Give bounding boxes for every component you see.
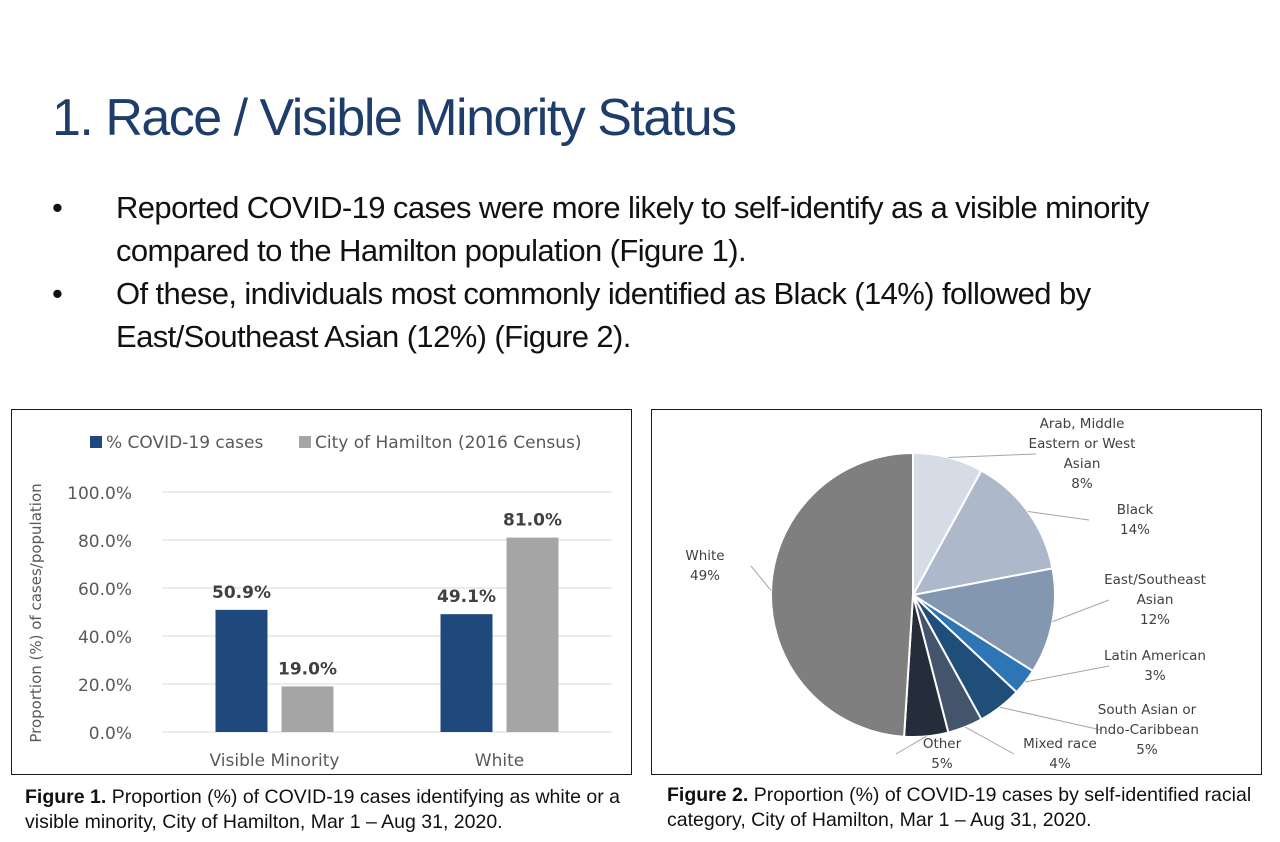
slide-title: 1. Race / Visible Minority Status (52, 89, 737, 147)
bar (506, 537, 559, 732)
bar-data-label: 50.9% (212, 583, 271, 603)
pie-slice-label: South Asian or Indo-Caribbean 5% (1095, 702, 1199, 758)
legend-label: % COVID-19 cases (106, 433, 263, 453)
bar (440, 614, 493, 732)
pie-slice (911, 469, 1054, 597)
pie-slice-label: Latin American 3% (1104, 648, 1206, 684)
bar (215, 609, 268, 732)
y-tick-label: 0.0% (89, 724, 132, 744)
x-category-label: White (475, 751, 524, 771)
pie-leader-line (999, 706, 1102, 731)
bullet-text: Reported COVID-19 cases were more likely… (116, 190, 1149, 268)
pie-leader-line (948, 453, 1037, 458)
pie-slice-label: White 49% (685, 548, 724, 584)
pie-leader-line (750, 565, 772, 591)
y-tick-label: 60.0% (78, 580, 132, 600)
y-tick-label: 40.0% (78, 628, 132, 648)
pie-leader-line (1027, 511, 1090, 521)
pie-leader-line (895, 735, 927, 755)
legend-swatch (299, 436, 311, 448)
figure2-pie-chart-panel: Arab, Middle Eastern or West Asian 8% Black 1… (651, 409, 1262, 775)
bar-data-label: 81.0% (503, 511, 562, 531)
pie-slice-label: Arab, Middle Eastern or West Asian 8% (1029, 416, 1136, 492)
figure1-caption-text: Proportion (%) of COVID-19 cases identif… (25, 786, 621, 833)
pie-leader-line (965, 726, 1015, 755)
y-tick-label: 20.0% (78, 676, 132, 696)
bullet-dot: • (52, 190, 63, 225)
pie-slice-label: Other 5% (923, 736, 962, 772)
legend-swatch (90, 436, 102, 448)
bar-data-label: 49.1% (437, 587, 496, 607)
figure2-caption-text: Proportion (%) of COVID-19 cases by self… (667, 784, 1252, 831)
figure1-bar-chart-panel: 0.0% 20.0% 40.0% 60.0% 80.0% 100.0% Proportion… (11, 409, 632, 775)
pie-chart: Arab, Middle Eastern or West Asian 8% Black 1… (685, 416, 1206, 772)
legend-label: City of Hamilton (2016 Census) (315, 433, 582, 453)
bullet-item: • Of these, individuals most commonly id… (52, 272, 1232, 358)
figure2-caption-label: Figure 2. (667, 784, 749, 806)
pie-slice (910, 567, 1056, 673)
bar-data-label: 19.0% (278, 659, 337, 679)
x-category-label: Visible Minority (210, 751, 340, 771)
pie-leader-line (1052, 599, 1110, 623)
bullet-text: Of these, individuals most commonly iden… (116, 276, 1091, 354)
figure2-caption: Figure 2. Proportion (%) of COVID-19 cas… (667, 783, 1267, 833)
bullet-dot: • (52, 276, 63, 311)
pie-leader-line (1025, 665, 1110, 683)
bullet-item: • Reported COVID-19 cases were more like… (52, 186, 1232, 272)
pie-slice-label: Mixed race 4% (1023, 736, 1097, 772)
bar-chart: 0.0% 20.0% 40.0% 60.0% 80.0% 100.0% Proportion… (27, 433, 612, 771)
pie-slice-label: East/Southeast Asian 12% (1104, 572, 1206, 628)
y-tick-label: 80.0% (78, 532, 132, 552)
pie-slice-label: Black 14% (1117, 502, 1154, 538)
y-tick-label: 100.0% (67, 484, 132, 504)
bullet-list: • Reported COVID-19 cases were more like… (52, 186, 1232, 358)
figure1-caption: Figure 1. Proportion (%) of COVID-19 cas… (25, 785, 645, 835)
bar (281, 686, 334, 732)
pie-slice (769, 451, 914, 738)
figure1-caption-label: Figure 1. (25, 786, 107, 808)
y-axis-label: Proportion (%) of cases/population (27, 483, 45, 742)
